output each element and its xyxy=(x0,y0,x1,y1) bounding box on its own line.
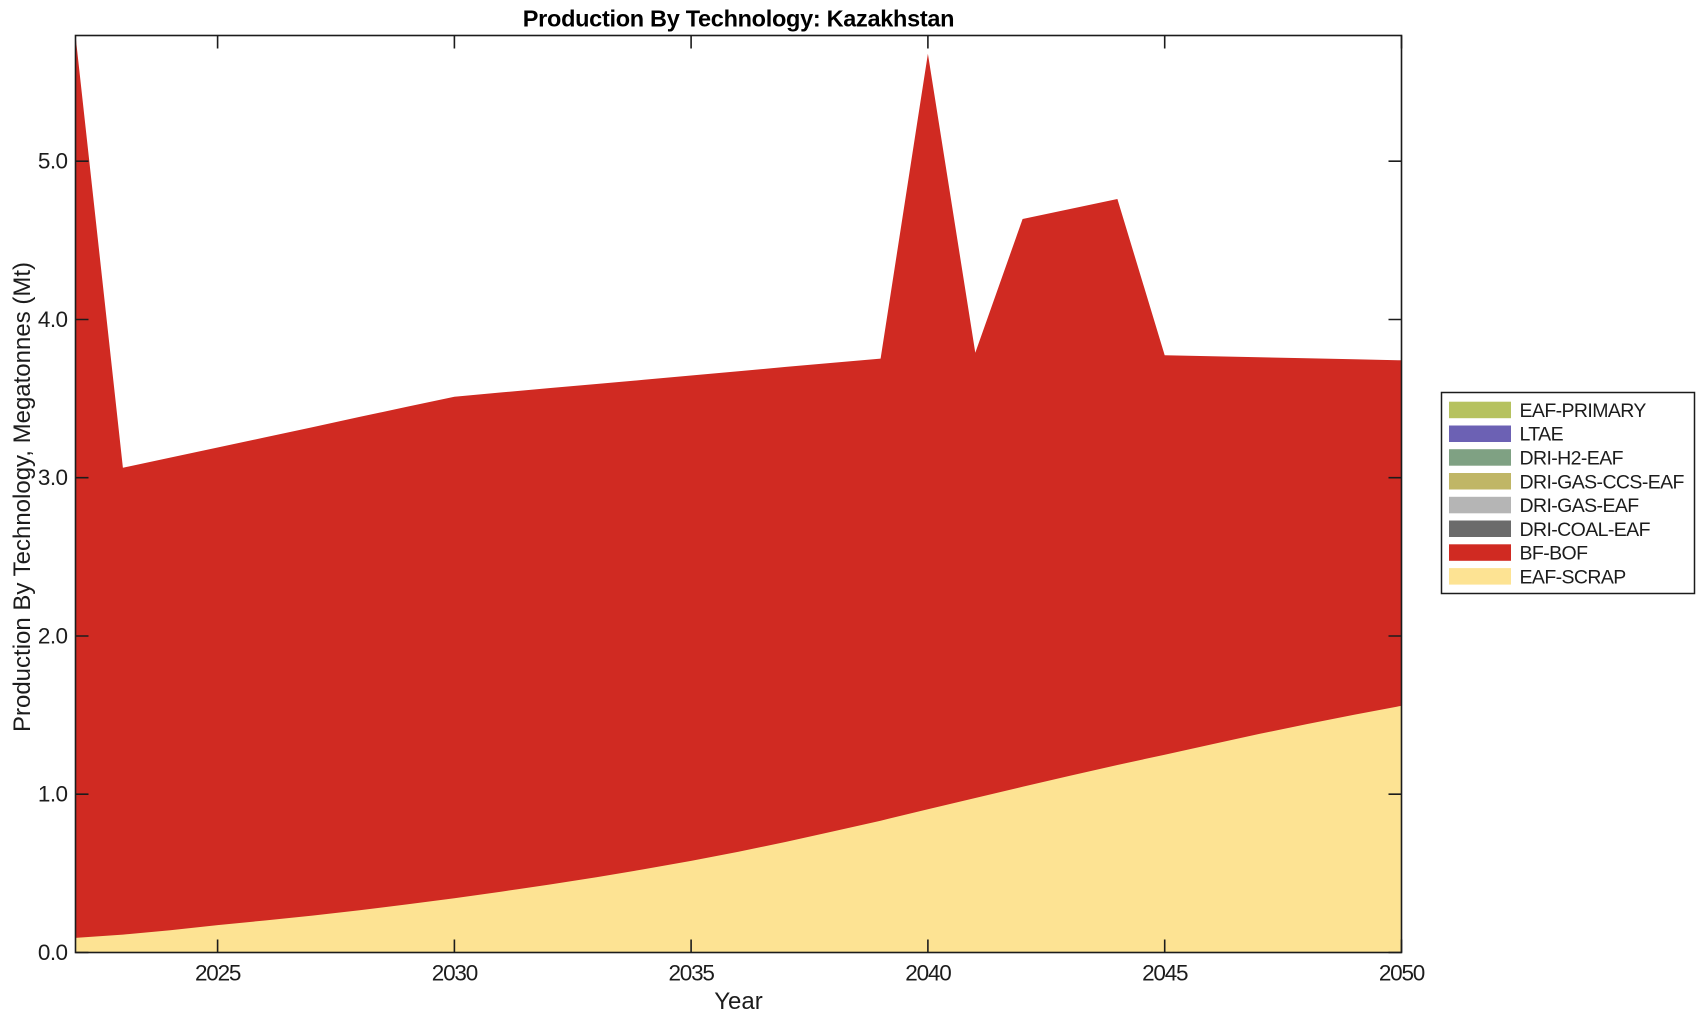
svg-text:2030: 2030 xyxy=(432,961,478,986)
svg-text:DRI-COAL-EAF: DRI-COAL-EAF xyxy=(1520,519,1651,541)
svg-text:2040: 2040 xyxy=(905,961,951,986)
svg-text:2050: 2050 xyxy=(1379,961,1425,986)
svg-text:Year: Year xyxy=(714,988,763,1015)
svg-text:2045: 2045 xyxy=(1142,961,1188,986)
svg-text:BF-BOF: BF-BOF xyxy=(1520,543,1589,565)
svg-text:Production By Technology: Kaza: Production By Technology: Kazakhstan xyxy=(523,6,954,32)
svg-text:EAF-PRIMARY: EAF-PRIMARY xyxy=(1520,400,1647,422)
svg-text:1.0: 1.0 xyxy=(38,782,68,807)
svg-text:DRI-GAS-EAF: DRI-GAS-EAF xyxy=(1520,495,1640,517)
svg-text:Production By Technology, Mega: Production By Technology, Megatonnes (Mt… xyxy=(9,262,36,732)
svg-text:2.0: 2.0 xyxy=(38,624,68,649)
svg-text:4.0: 4.0 xyxy=(38,307,68,332)
svg-text:2025: 2025 xyxy=(195,961,241,986)
svg-text:EAF-SCRAP: EAF-SCRAP xyxy=(1520,566,1626,588)
svg-text:3.0: 3.0 xyxy=(38,465,68,490)
svg-text:0.0: 0.0 xyxy=(38,940,68,965)
svg-text:LTAE: LTAE xyxy=(1520,424,1564,446)
svg-text:2035: 2035 xyxy=(668,961,714,986)
svg-text:5.0: 5.0 xyxy=(38,149,68,174)
svg-text:DRI-H2-EAF: DRI-H2-EAF xyxy=(1520,448,1624,470)
svg-text:DRI-GAS-CCS-EAF: DRI-GAS-CCS-EAF xyxy=(1520,471,1685,493)
